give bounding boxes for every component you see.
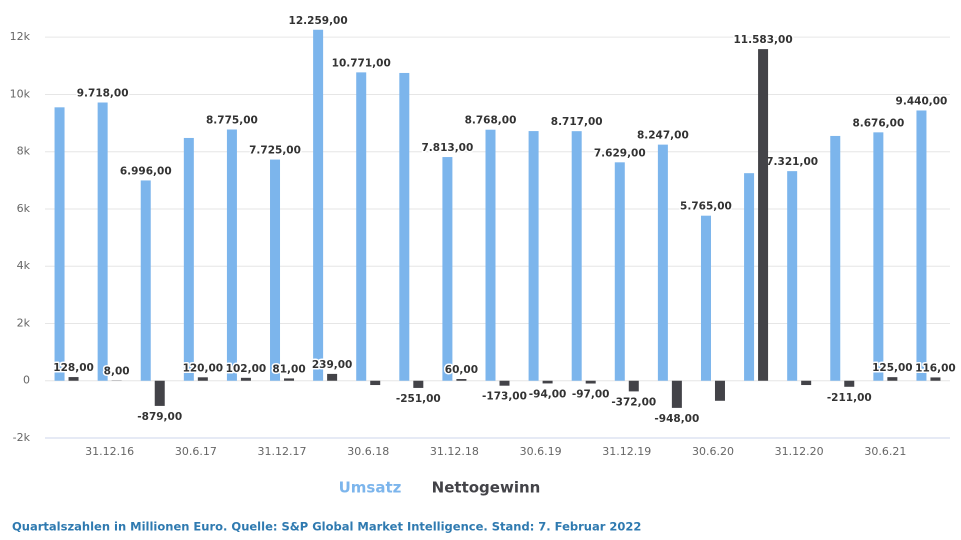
data-label: 11.583,00	[734, 34, 793, 46]
bar	[413, 380, 424, 388]
data-label: 116,00	[915, 362, 956, 374]
bar	[68, 377, 79, 381]
data-label: -879,00	[137, 411, 182, 423]
data-label: 8.247,00	[637, 130, 689, 142]
bar	[671, 380, 682, 408]
bar	[614, 162, 625, 381]
bar	[528, 131, 539, 381]
y-tick-label: 4k	[17, 259, 31, 272]
data-label: 102,00	[226, 363, 267, 375]
x-tick-label: 30.6.20	[692, 445, 734, 458]
data-label: 7.321,00	[766, 156, 818, 168]
bar	[700, 215, 711, 381]
x-tick-label: 30.6.19	[520, 445, 562, 458]
data-label: -372,00	[611, 396, 656, 408]
bar	[197, 377, 208, 381]
bar	[499, 380, 510, 386]
bar	[327, 373, 338, 381]
x-tick-label: 31.12.18	[430, 445, 479, 458]
bar	[313, 29, 324, 381]
bar	[270, 159, 281, 381]
data-label: 60,00	[445, 364, 478, 376]
x-tick-label: 30.6.21	[864, 445, 906, 458]
bar	[830, 135, 841, 381]
data-label: 12.259,00	[289, 15, 348, 27]
bar	[787, 171, 798, 381]
x-tick-label: 31.12.19	[602, 445, 651, 458]
bar	[873, 132, 884, 381]
bar	[844, 380, 855, 387]
data-label: 10.771,00	[332, 57, 391, 69]
data-label: 7.725,00	[249, 145, 301, 157]
bar	[485, 129, 496, 381]
x-tick-label: 30.6.18	[347, 445, 389, 458]
bar	[585, 380, 596, 384]
footnote: Quartalszahlen in Millionen Euro. Quelle…	[12, 520, 641, 534]
y-tick-label: -2k	[13, 431, 31, 444]
bar	[356, 72, 367, 381]
data-label: 9.718,00	[77, 88, 129, 100]
x-tick-label: 31.12.17	[258, 445, 307, 458]
data-label: 9.440,00	[896, 95, 948, 107]
bar	[744, 173, 755, 381]
data-label: 8.676,00	[852, 117, 904, 129]
data-label: 8.768,00	[465, 115, 517, 127]
x-tick-label: 31.12.16	[85, 445, 134, 458]
x-tick-label: 31.12.20	[775, 445, 824, 458]
data-label: 7.629,00	[594, 147, 646, 159]
bar	[916, 110, 927, 381]
data-label: 6.996,00	[120, 165, 172, 177]
bar	[284, 378, 295, 381]
y-tick-label: 8k	[17, 145, 31, 158]
data-label: 7.813,00	[421, 142, 473, 154]
bar	[97, 102, 108, 381]
bar	[154, 380, 165, 406]
y-tick-label: 10k	[10, 87, 31, 100]
bar	[930, 377, 941, 381]
y-tick-label: 2k	[17, 316, 31, 329]
x-tick-label: 30.6.17	[175, 445, 217, 458]
data-label: 8.717,00	[551, 116, 603, 128]
data-label: -94,00	[529, 388, 567, 400]
y-tick-label: 12k	[10, 30, 31, 43]
y-tick-label: 0	[23, 374, 30, 387]
data-label: 128,00	[53, 362, 94, 374]
data-label: -173,00	[482, 391, 527, 403]
data-label: 239,00	[312, 359, 353, 371]
legend-item: Umsatz	[339, 479, 402, 497]
data-label: -251,00	[396, 393, 441, 405]
bar	[399, 72, 410, 381]
bar	[542, 380, 553, 384]
bar	[370, 380, 381, 386]
bar	[140, 180, 151, 381]
bar	[758, 49, 769, 381]
bar	[887, 377, 898, 381]
data-label: -211,00	[827, 392, 872, 404]
y-tick-label: 6k	[17, 202, 31, 215]
data-label: -948,00	[654, 413, 699, 425]
bar	[571, 131, 582, 381]
data-label: 8,00	[104, 366, 130, 378]
data-label: 81,00	[272, 363, 305, 375]
bar	[54, 107, 65, 381]
data-label: 125,00	[872, 362, 913, 374]
bar	[714, 380, 725, 401]
bar	[240, 377, 251, 381]
data-label: 5.765,00	[680, 201, 732, 213]
data-label: -97,00	[572, 389, 610, 401]
bar	[657, 144, 668, 381]
bar	[183, 137, 194, 381]
data-label: 8.775,00	[206, 115, 258, 127]
data-label: 120,00	[183, 362, 224, 374]
bar	[456, 379, 467, 381]
bar	[226, 129, 237, 381]
bar	[628, 380, 639, 392]
bar	[801, 380, 812, 386]
legend-item: Nettogewinn	[432, 479, 541, 497]
bar	[442, 157, 453, 381]
